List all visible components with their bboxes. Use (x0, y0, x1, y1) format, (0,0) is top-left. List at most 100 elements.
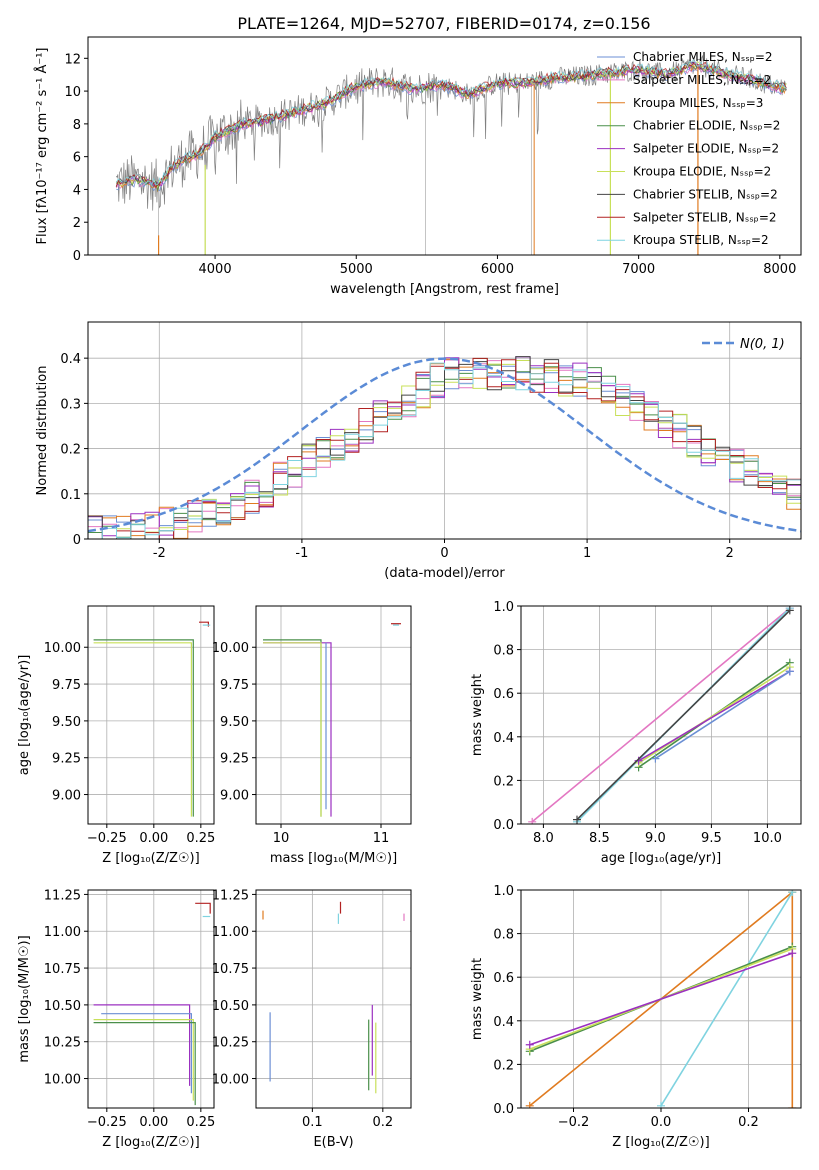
y-tick-label: 9.25 (220, 752, 249, 767)
legend-label: Salpeter ELODIE, Nₛₛₚ=2 (633, 142, 779, 156)
y-tick-label: 0.2 (60, 443, 81, 458)
x-tick-label: 0.2 (372, 1115, 393, 1130)
x-tick-label: 2 (726, 546, 734, 561)
plot-area (93, 621, 211, 817)
plot-area (262, 901, 405, 1094)
y-tick-label: 9.75 (52, 678, 81, 693)
spectrum-legend: Chabrier MILES, Nₛₛₚ=2 Salpeter MILES, Nₛ… (597, 50, 780, 247)
x-tick-label: 10.0 (753, 831, 782, 846)
x-tick-label: 8.5 (589, 831, 610, 846)
parameter-line (531, 607, 791, 823)
y-tick-label: 0.4 (60, 352, 81, 367)
parameter-line (93, 639, 194, 817)
parameter-line (93, 1018, 194, 1101)
residual-distribution-panel: -2 -1 0 1 2 0 0.1 0.2 0.3 0.4 (data-model)/error No… (35, 321, 802, 581)
y-axis-label: age [log₁₀(age/yr)] (17, 655, 32, 776)
legend-label: Salpeter MILES, Nₛₛₚ=2 (633, 73, 771, 87)
axes-frame (87, 36, 802, 256)
y-tick-label: 9.50 (52, 715, 81, 730)
data-point-marker (657, 1101, 665, 1108)
x-axis-label: Z [log₁₀(Z/Z☉)] (102, 851, 199, 866)
y-tick-label: 11.00 (212, 925, 249, 940)
x-tick-label: −0.2 (558, 1115, 590, 1130)
parameter-line (101, 1013, 192, 1094)
x-tick-label: 8000 (763, 262, 796, 277)
y-tick-label: 0.6 (493, 687, 514, 702)
y-tick-label: 9.75 (220, 678, 249, 693)
figure-title: PLATE=1264, MJD=52707, FIBERID=0174, z=0… (237, 14, 650, 33)
plot-area (93, 902, 211, 1106)
y-tick-label: 0 (73, 249, 81, 264)
x-tick-label: 0 (440, 546, 448, 561)
x-tick-label: −0.25 (87, 831, 127, 846)
x-tick-label: 0.1 (302, 1115, 323, 1130)
legend-label: Kroupa STELIB, Nₛₛₚ=2 (633, 233, 769, 247)
y-tick-label: 9.00 (220, 789, 249, 804)
x-tick-label: -2 (153, 546, 166, 561)
y-tick-label: 12 (64, 52, 81, 67)
x-tick-label: 0.25 (186, 831, 215, 846)
parameter-line (654, 670, 791, 760)
axes-frame (520, 605, 802, 825)
residual-histogram (88, 362, 801, 539)
x-tick-label: 9.5 (701, 831, 722, 846)
y-tick-label: 0.8 (493, 644, 514, 659)
plot-area (88, 356, 801, 539)
parameter-line (195, 902, 211, 914)
y-axis-label: mass weight (470, 674, 485, 756)
y-tick-label: 0.3 (60, 397, 81, 412)
y-tick-label: 0.0 (493, 818, 514, 833)
plot-area (263, 623, 401, 817)
x-tick-label: -1 (295, 546, 308, 561)
x-tick-label: 10 (273, 831, 290, 846)
y-axis-label: Normed distribution (35, 366, 50, 496)
data-point-marker (788, 1104, 797, 1108)
model-spectrum-line (115, 59, 787, 186)
data-point-marker (785, 667, 794, 676)
x-tick-label: 1 (583, 546, 591, 561)
axes-frame (255, 889, 412, 1109)
normal-distribution-curve (88, 357, 801, 533)
spectrum-panel: 4000 5000 6000 7000 8000 0 2 4 6 8 10 12 wavelength … (34, 36, 802, 297)
y-tick-label: 2 (73, 216, 81, 231)
data-point-marker (788, 890, 797, 897)
parameter-line (93, 1021, 196, 1106)
y-axis-label: mass weight (470, 958, 485, 1040)
y-tick-label: 9.50 (220, 715, 249, 730)
x-tick-label: 7000 (622, 262, 655, 277)
y-axis-label: mass [log₁₀(M/M☉)] (17, 935, 32, 1062)
y-tick-label: 10.75 (44, 962, 81, 977)
parameter-line (638, 666, 791, 764)
y-tick-label: 0.1 (60, 488, 81, 503)
parameter-line (263, 639, 322, 817)
y-tick-label: 11.25 (44, 888, 81, 903)
x-tick-label: 0.25 (186, 1115, 215, 1130)
y-tick-label: 10.00 (212, 641, 249, 656)
y-tick-label: 1.0 (493, 600, 514, 615)
x-tick-label: −0.25 (87, 1115, 127, 1130)
age-vs-mass-panel: 10 11 9.00 9.25 9.50 9.75 10.00 mass [log₁₀(M/M… (212, 605, 412, 866)
legend-label: N(0, 1) (740, 337, 785, 352)
weight-vs-metallicity-panel: −0.2 0.0 0.2 0.0 0.2 0.4 0.6 0.8 1.0 Z [log₁₀(Z/Z… (470, 884, 802, 1150)
legend-label: Chabrier STELIB, Nₛₛₚ=2 (633, 187, 778, 201)
legend-label: Chabrier MILES, Nₛₛₚ=2 (633, 50, 773, 64)
y-tick-label: 9.25 (52, 752, 81, 767)
y-tick-label: 10.25 (44, 1036, 81, 1051)
y-tick-label: 10 (64, 85, 81, 100)
axes-frame (87, 605, 215, 825)
x-tick-label: 6000 (481, 262, 514, 277)
mass-vs-metallicity-panel: −0.25 0.00 0.25 10.00 10.25 10.50 10.75 11.00 11… (17, 888, 215, 1150)
x-axis-label: Z [log₁₀(Z/Z☉)] (102, 1135, 199, 1150)
legend-label: Kroupa ELODIE, Nₛₛₚ=2 (633, 165, 771, 179)
x-tick-label: 0.0 (651, 1115, 672, 1130)
x-tick-label: 0.2 (738, 1115, 759, 1130)
data-point-marker (651, 754, 660, 763)
legend-label: Chabrier ELODIE, Nₛₛₚ=2 (633, 119, 780, 133)
y-tick-label: 0.2 (493, 774, 514, 789)
parameter-line (638, 670, 791, 762)
data-point-marker (525, 1101, 534, 1108)
y-tick-label: 11.25 (212, 888, 249, 903)
legend-label: Kroupa MILES, Nₛₛₚ=3 (633, 96, 763, 110)
parameter-line (529, 952, 793, 1046)
